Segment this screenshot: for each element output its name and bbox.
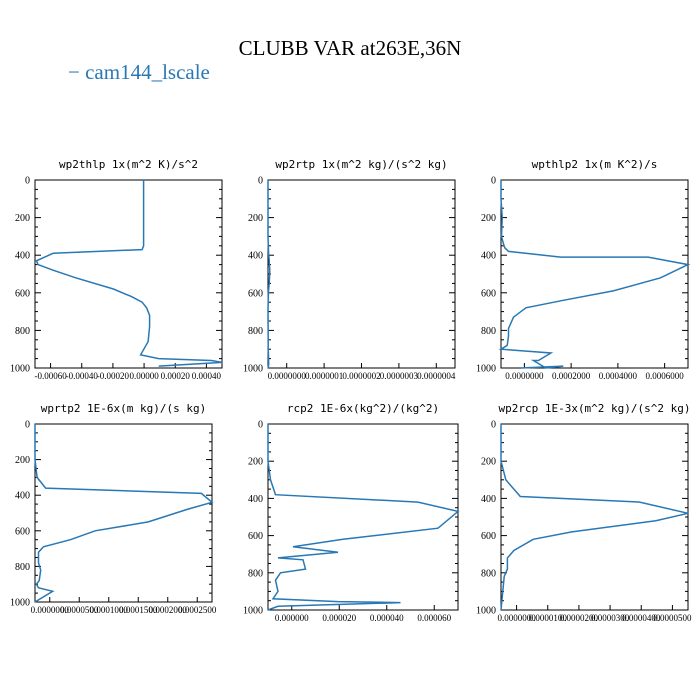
y-tick-label: 1000 [10, 598, 30, 609]
series-line [267, 424, 460, 611]
x-tick-label: 0.00020 [161, 371, 191, 381]
y-tick-label: 600 [248, 288, 263, 299]
x-tick-label: 0.0002000 [149, 605, 188, 615]
x-tick-label: 0.0000000 [268, 371, 307, 381]
x-tick-label: 0.0000500 [653, 613, 692, 623]
y-tick-label: 400 [15, 491, 30, 502]
y-tick-label: 800 [15, 326, 30, 337]
y-tick-label: 800 [481, 568, 496, 579]
y-tick-label: 400 [248, 494, 263, 505]
legend-line-icon: − [68, 60, 80, 84]
x-tick-label: 0.0001500 [119, 605, 158, 615]
y-tick-label: 800 [248, 326, 263, 337]
y-tick-label: 400 [481, 494, 496, 505]
x-tick-label: 0.0000300 [591, 613, 630, 623]
y-tick-label: 800 [481, 326, 496, 337]
x-tick-label: 0.0000400 [622, 613, 661, 623]
y-tick-label: 400 [481, 251, 496, 262]
x-tick-label: 0.0004000 [599, 371, 638, 381]
x-tick-label: 0.0000004 [417, 371, 456, 381]
y-tick-label: 200 [15, 213, 30, 224]
panel-title: wpthlp2 1x(m K^2)/s [532, 158, 658, 171]
panel-5: rcp2 1E-6x(kg^2)/(kg^2) 0 200 400 600 800 1000… [243, 402, 460, 623]
y-tick-label: 600 [481, 288, 496, 299]
x-tick-label: 0.000040 [370, 613, 404, 623]
x-tick-label: 0.0001000 [90, 605, 129, 615]
y-tick-label: 1000 [476, 606, 496, 617]
y-tick-label: 600 [248, 531, 263, 542]
x-tick-label: 0.0000500 [60, 605, 99, 615]
y-tick-label: 600 [481, 531, 496, 542]
y-tick-label: 400 [15, 251, 30, 262]
y-tick-label: 200 [248, 457, 263, 468]
plot-frame [500, 179, 689, 369]
x-tick-label: 0.0000002 [342, 371, 380, 381]
figure-title: CLUBB VAR at263E,36N [238, 36, 462, 60]
legend-label: cam144_lscale [85, 60, 210, 84]
x-tick-label: 0.0000001 [305, 371, 343, 381]
y-tick-label: 1000 [243, 606, 263, 617]
x-tick-label: 0.0000000 [497, 613, 536, 623]
x-tick-label: 0.00000 [129, 371, 159, 381]
panel-6: wp2rcp 1E-3x(m^2 kg)/(s^2 kg)0 200 400 600 8… [476, 402, 692, 623]
series-line [267, 180, 271, 369]
panel-3: wpthlp2 1x(m K^2)/s 0 200 400 600 800 1000 0.00… [476, 158, 691, 381]
y-tick-label: 400 [248, 251, 263, 262]
y-tick-label: 200 [248, 213, 263, 224]
y-tick-label: 0 [491, 420, 496, 431]
y-tick-label: 0 [258, 420, 263, 431]
plot-frame [34, 423, 213, 603]
x-tick-label: 0.0000000 [31, 605, 70, 615]
x-tick-label: 0.000000 [275, 613, 309, 623]
x-tick-label: 0.0000003 [380, 371, 419, 381]
y-tick-label: 200 [481, 457, 496, 468]
y-tick-label: 800 [15, 562, 30, 573]
x-tick-label: -0.00020 [97, 371, 130, 381]
y-tick-label: 1000 [10, 364, 30, 375]
legend: − cam144_lscale [68, 60, 210, 85]
panel-title: wp2thlp 1x(m^2 K)/s^2 [59, 158, 198, 171]
plot-frame [500, 423, 689, 611]
x-tick-label: -0.00040 [66, 371, 99, 381]
y-tick-label: 0 [258, 176, 263, 187]
series-line [34, 424, 214, 603]
series-line [498, 180, 691, 369]
x-tick-label: 0.0000000 [505, 371, 544, 381]
series-line [35, 180, 223, 367]
series-line [500, 424, 689, 611]
panel-2: wp2rtp 1x(m^2 kg)/(s^2 kg) 0 200 400 600 800 1… [243, 158, 456, 381]
x-tick-label: 0.0000100 [529, 613, 568, 623]
y-tick-label: 1000 [243, 364, 263, 375]
y-tick-label: 0 [491, 176, 496, 187]
plot-frame [267, 179, 456, 369]
y-tick-label: 0 [25, 176, 30, 187]
x-tick-label: 0.00040 [192, 371, 222, 381]
panel-4: wprtp2 1E-6x(m kg)/(s kg) 0 200 400 600 800 10… [10, 402, 217, 615]
y-tick-label: 600 [15, 288, 30, 299]
panel-title: wp2rcp 1E-3x(m^2 kg)/(s^2 kg) [498, 402, 690, 415]
x-tick-label: 0.000060 [417, 613, 451, 623]
panel-title: wprtp2 1E-6x(m kg)/(s kg) [41, 402, 207, 415]
panel-title: rcp2 1E-6x(kg^2)/(kg^2) [287, 402, 439, 415]
plot-frame [267, 423, 459, 611]
x-tick-label: -0.00060 [34, 371, 67, 381]
y-tick-label: 800 [248, 568, 263, 579]
y-tick-label: 600 [15, 526, 30, 537]
panel-1: wp2thlp 1x(m^2 K)/s^2 0 200 400 600 800 1000 -0… [10, 158, 223, 381]
x-tick-label: 0.000020 [322, 613, 356, 623]
x-tick-label: 0.0002500 [178, 605, 217, 615]
x-tick-label: 0.0006000 [646, 371, 685, 381]
y-tick-label: 0 [25, 420, 30, 431]
x-tick-label: 0.0002000 [552, 371, 591, 381]
panel-title: wp2rtp 1x(m^2 kg)/(s^2 kg) [275, 158, 447, 171]
y-tick-label: 200 [481, 213, 496, 224]
x-tick-label: 0.0000200 [560, 613, 599, 623]
y-tick-label: 200 [15, 455, 30, 466]
y-tick-label: 1000 [476, 364, 496, 375]
